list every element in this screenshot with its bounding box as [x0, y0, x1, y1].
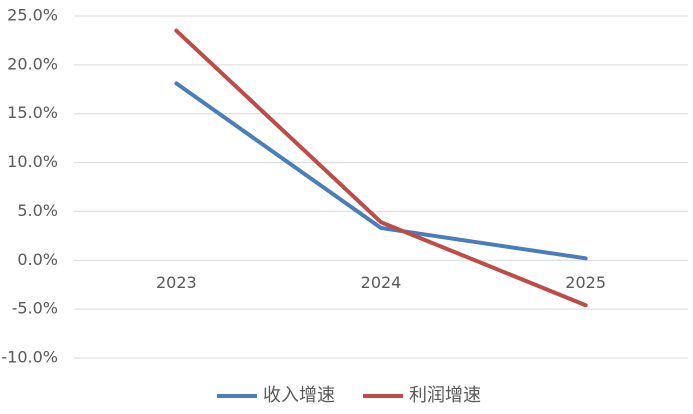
y-tick-label: 5.0%: [17, 201, 58, 220]
series-line: [174, 28, 588, 308]
y-tick-label: -5.0%: [12, 299, 58, 318]
y-tick-label: 15.0%: [7, 103, 58, 122]
y-tick-label: 25.0%: [7, 6, 58, 25]
y-tick-label: 20.0%: [7, 54, 58, 73]
y-tick-label: 0.0%: [17, 250, 58, 269]
legend-label: 收入增速: [263, 385, 335, 406]
y-tick-label: 10.0%: [7, 152, 58, 171]
x-tick-label: 2025: [565, 273, 606, 292]
x-tick-label: 2023: [156, 273, 197, 292]
series-line: [174, 81, 588, 261]
y-tick-label: -10.0%: [1, 348, 58, 367]
legend-label: 利润增速: [409, 385, 481, 406]
x-tick-label: 2024: [361, 273, 402, 292]
